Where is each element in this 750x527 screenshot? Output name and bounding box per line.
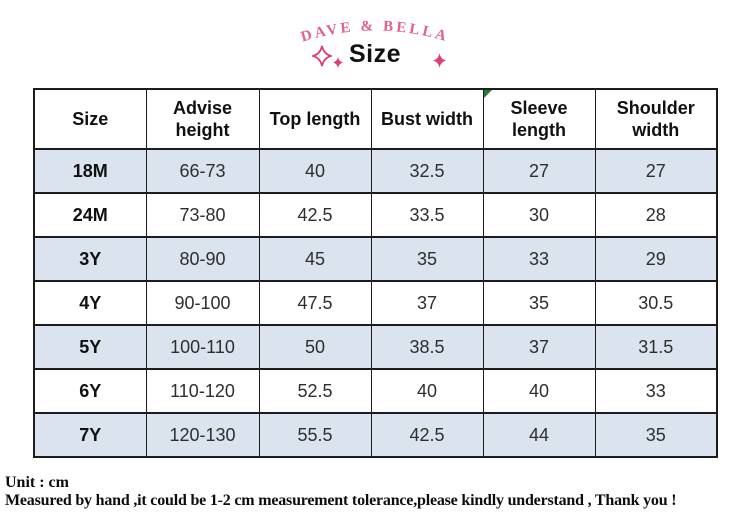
table-cell: 52.5 — [258, 368, 372, 414]
table-cell: 32.5 — [370, 148, 484, 194]
table-cell: 90-100 — [145, 280, 260, 326]
row-size-label: 6Y — [33, 368, 147, 414]
table-cell: 30.5 — [594, 280, 718, 326]
sparkle-icon — [333, 57, 343, 68]
sparkle-icon — [312, 45, 332, 67]
table-cell: 42.5 — [370, 412, 484, 458]
table-cell: 35 — [482, 280, 596, 326]
unit-note: Unit : cm — [5, 474, 69, 491]
table-cell: 40 — [258, 148, 372, 194]
table-row: 6Y 110-120 52.5 40 40 33 — [33, 368, 718, 414]
table-cell: 38.5 — [370, 324, 484, 370]
column-header-shoulder-width: Shoulder width — [594, 88, 718, 150]
column-header-bust-width: Bust width — [370, 88, 484, 150]
table-cell: 66-73 — [145, 148, 260, 194]
table-cell: 37 — [482, 324, 596, 370]
table-row: 3Y 80-90 45 35 33 29 — [33, 236, 718, 282]
table-cell: 30 — [482, 192, 596, 238]
table-cell: 45 — [258, 236, 372, 282]
table-row: 5Y 100-110 50 38.5 37 31.5 — [33, 324, 718, 370]
column-header-advise-height: Advise height — [145, 88, 260, 150]
column-header-sleeve-length: Sleeve length — [482, 88, 596, 150]
size-table-wrapper: Size Advise height Top length Bust width… — [33, 88, 718, 458]
table-cell: 31.5 — [594, 324, 718, 370]
cell-corner-marker-icon — [483, 90, 492, 98]
row-size-label: 5Y — [33, 324, 147, 370]
table-cell: 29 — [594, 236, 718, 282]
table-row: 24M 73-80 42.5 33.5 30 28 — [33, 192, 718, 238]
table-cell: 37 — [370, 280, 484, 326]
table-row: 18M 66-73 40 32.5 27 27 — [33, 148, 718, 194]
table-cell: 35 — [594, 412, 718, 458]
table-row: 4Y 90-100 47.5 37 35 30.5 — [33, 280, 718, 326]
tolerance-note: Measured by hand ,it could be 1-2 cm mea… — [5, 492, 677, 510]
table-cell: 120-130 — [145, 412, 260, 458]
brand-arc: DAVE & BELLA — [299, 18, 448, 45]
table-cell: 33 — [594, 368, 718, 414]
row-size-label: 24M — [33, 192, 147, 238]
table-cell: 35 — [370, 236, 484, 282]
table-cell: 28 — [594, 192, 718, 238]
sparkle-icon — [433, 53, 446, 68]
table-cell: 33 — [482, 236, 596, 282]
row-size-label: 4Y — [33, 280, 147, 326]
table-cell: 40 — [482, 368, 596, 414]
table-cell: 47.5 — [258, 280, 372, 326]
table-cell: 40 — [370, 368, 484, 414]
table-cell: 42.5 — [258, 192, 372, 238]
table-cell: 27 — [482, 148, 596, 194]
table-cell: 100-110 — [145, 324, 260, 370]
page-title: Size — [348, 40, 402, 68]
table-cell: 80-90 — [145, 236, 260, 282]
row-size-label: 3Y — [33, 236, 147, 282]
row-size-label: 18M — [33, 148, 147, 194]
column-header-top-length: Top length — [258, 88, 372, 150]
table-cell: 55.5 — [258, 412, 372, 458]
header-row: Size Advise height Top length Bust width… — [33, 88, 718, 150]
footer-notes: Unit : cm Measured by hand ,it could be … — [5, 474, 750, 511]
table-cell: 50 — [258, 324, 372, 370]
row-size-label: 7Y — [33, 412, 147, 458]
table-cell: 110-120 — [145, 368, 260, 414]
table-cell: 27 — [594, 148, 718, 194]
table-cell: 44 — [482, 412, 596, 458]
column-header-size: Size — [33, 88, 147, 150]
table-row: 7Y 120-130 55.5 42.5 44 35 — [33, 412, 718, 458]
table-cell: 73-80 — [145, 192, 260, 238]
size-table: Size Advise height Top length Bust width… — [33, 88, 718, 458]
table-cell: 33.5 — [370, 192, 484, 238]
column-header-label: Sleeve length — [510, 97, 568, 141]
